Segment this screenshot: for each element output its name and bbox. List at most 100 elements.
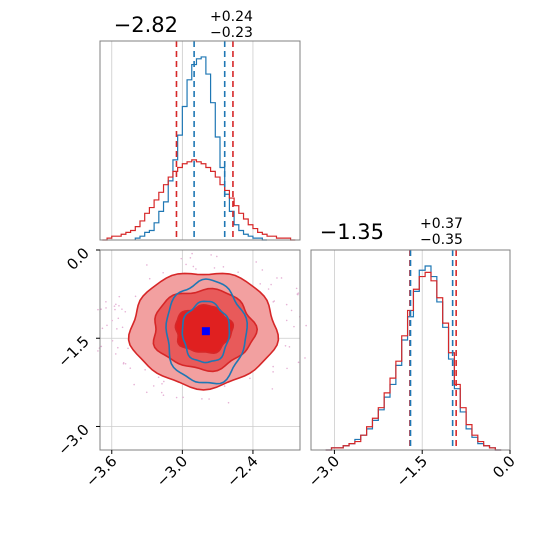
- panel-frame: [310, 249, 511, 451]
- scatter-point: [255, 261, 258, 263]
- histogram-series-1: [102, 159, 296, 241]
- scatter-point: [189, 257, 192, 259]
- scatter-point: [118, 295, 121, 298]
- scatter-point: [223, 385, 226, 387]
- scatter-point: [191, 252, 193, 255]
- scatter-point: [295, 287, 298, 290]
- tick-label: −2.4: [223, 452, 261, 490]
- tick-label: −1.5: [54, 332, 92, 370]
- scatter-point: [116, 328, 118, 330]
- title-x-minus: −0.23: [210, 25, 253, 41]
- scatter-point: [97, 350, 99, 352]
- peak-marker: [201, 327, 210, 336]
- scatter-point: [237, 271, 239, 273]
- scatter-point: [148, 277, 151, 280]
- scatter-point: [305, 324, 307, 327]
- marginal-y-panel: [310, 249, 511, 454]
- scatter-point: [121, 326, 124, 329]
- title-y-minus: −0.35: [420, 232, 463, 248]
- marginal-y-xticks: −3.0 −1.5 0.0: [305, 452, 519, 490]
- scatter-point: [249, 377, 251, 380]
- scatter-point: [114, 308, 116, 311]
- title-x-median: −2.82: [114, 13, 178, 37]
- scatter-point: [117, 317, 120, 320]
- contour-level-blue-1: [181, 300, 231, 364]
- histogram-series-1: [325, 271, 502, 451]
- scatter-point: [115, 303, 117, 306]
- scatter-point: [124, 362, 127, 365]
- scatter-point: [285, 319, 288, 322]
- scatter-point: [285, 303, 288, 306]
- scatter-point: [222, 266, 225, 268]
- tick-label: −1.5: [393, 452, 431, 490]
- scatter-point: [280, 277, 283, 279]
- scatter-point: [288, 346, 291, 348]
- tick-label: −3.0: [54, 421, 92, 459]
- scatter-point: [111, 319, 113, 322]
- marginal-x-panel: [99, 40, 301, 241]
- scatter-point: [216, 255, 218, 258]
- scatter-point: [192, 265, 195, 268]
- panel-frame: [99, 40, 301, 241]
- scatter-point: [97, 308, 99, 311]
- scatter-point: [182, 396, 184, 399]
- scatter-point: [163, 380, 165, 383]
- scatter-point: [105, 307, 107, 309]
- scatter-point: [124, 310, 127, 313]
- scatter-point: [122, 362, 125, 365]
- scatter-point: [129, 367, 132, 369]
- scatter-point: [117, 346, 119, 349]
- joint-panel: [96, 249, 307, 454]
- tick-label: −3.6: [82, 452, 120, 490]
- scatter-point: [105, 300, 107, 303]
- scatter-point: [272, 365, 274, 368]
- scatter-point: [152, 385, 155, 387]
- scatter-point: [195, 268, 197, 270]
- scatter-point: [270, 283, 272, 286]
- scatter-point: [162, 394, 165, 397]
- scatter-point: [297, 361, 300, 364]
- scatter-point: [133, 383, 135, 386]
- scatter-point: [208, 398, 210, 400]
- tick-label: 0.0: [63, 244, 93, 274]
- scatter-point: [276, 277, 278, 279]
- scatter-point: [157, 376, 160, 379]
- scatter-point: [286, 367, 288, 370]
- scatter-point: [284, 345, 287, 347]
- scatter-point: [161, 382, 163, 385]
- title-y-plus: +0.37: [420, 216, 463, 232]
- scatter-point: [101, 327, 104, 330]
- scatter-point: [106, 324, 108, 327]
- joint-xticks: −3.6 −3.0 −2.4: [82, 452, 262, 490]
- scatter-point: [259, 283, 262, 285]
- scatter-point: [293, 325, 295, 328]
- scatter-point: [134, 295, 137, 298]
- title-y-median: −1.35: [320, 220, 384, 244]
- scatter-point: [160, 391, 163, 394]
- scatter-point: [185, 263, 187, 266]
- contour-level-blue-0: [165, 278, 249, 385]
- tick-label: −3.0: [305, 452, 343, 490]
- scatter-point: [118, 304, 120, 307]
- scatter-point: [210, 254, 212, 256]
- scatter-point: [113, 305, 116, 307]
- tick-label: 0.0: [489, 452, 519, 482]
- scatter-point: [227, 401, 230, 404]
- tick-label: −3.0: [153, 452, 191, 490]
- scatter-point: [261, 269, 264, 271]
- scatter-point: [290, 309, 293, 312]
- scatter-point: [100, 308, 102, 311]
- scatter-point: [111, 339, 114, 342]
- scatter-point: [267, 288, 270, 290]
- scatter-point: [162, 271, 164, 274]
- scatter-point: [145, 391, 148, 394]
- scatter-point: [114, 353, 117, 355]
- scatter-point: [180, 257, 183, 260]
- scatter-point: [297, 292, 300, 294]
- scatter-point: [121, 308, 123, 310]
- panel-frame: [99, 249, 301, 451]
- scatter-point: [271, 388, 274, 390]
- scatter-point: [272, 371, 274, 373]
- scatter-point: [175, 396, 178, 399]
